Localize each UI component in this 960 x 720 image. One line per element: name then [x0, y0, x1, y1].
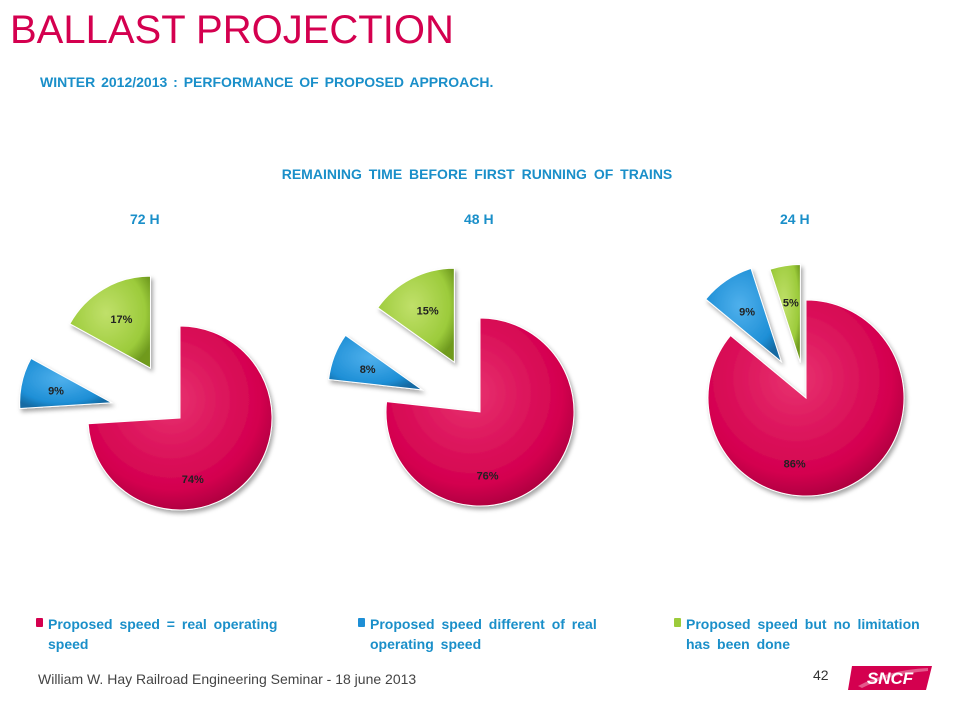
pie-24h-label-blue: 9% [739, 306, 755, 318]
pie-72h-label-blue: 9% [48, 385, 64, 397]
pie-48h-slice-blue [328, 334, 424, 391]
pie-72h-slice-green [69, 275, 151, 369]
pie-label-24h: 24 H [780, 211, 810, 227]
pie-24h-label-green: 5% [783, 297, 799, 309]
pie-24h: 86% 9% 5% [705, 263, 905, 497]
pie-24h-slice-red [707, 299, 905, 497]
legend-swatch-green [674, 618, 681, 627]
pie-72h-slice-red [87, 325, 273, 511]
sncf-logo: SNCF [848, 666, 932, 690]
legend-label-green: Proposed speed but no limitation has bee… [686, 616, 920, 652]
legend-label-red: Proposed speed = real operating speed [48, 616, 278, 652]
pie-72h: 74% 9% 17% [19, 275, 273, 511]
pie-24h-slice-blue [705, 267, 783, 364]
pie-24h-label-red: 86% [784, 459, 806, 471]
pie-48h: 76% 8% 15% [328, 267, 575, 507]
pie-48h-label-green: 15% [417, 305, 439, 317]
legend-label-blue: Proposed speed different of real operati… [370, 616, 597, 652]
pie-label-48h: 48 H [464, 211, 494, 227]
page-number: 42 [813, 667, 829, 683]
slide-title: BALLAST PROJECTION [10, 8, 454, 52]
pie-label-72h: 72 H [130, 211, 160, 227]
footer-text: William W. Hay Railroad Engineering Semi… [38, 671, 417, 687]
pie-72h-label-green: 17% [110, 314, 132, 326]
pie-48h-slice-green [377, 267, 455, 364]
pie-48h-slice-red [385, 317, 575, 507]
pie-72h-slice-blue [19, 357, 114, 410]
legend-swatch-blue [358, 618, 365, 627]
pie-48h-label-red: 76% [477, 470, 499, 482]
logo-text: SNCF [867, 669, 914, 688]
pie-72h-label-red: 74% [182, 474, 204, 486]
legend-swatch-red [36, 618, 43, 627]
pie-24h-slice-green [769, 263, 801, 363]
pie-48h-label-blue: 8% [360, 364, 376, 376]
pie-charts: 74% 9% 17% 76% 8% 15% 86% 9% 5% [19, 263, 905, 511]
chart-title: REMAINING TIME BEFORE FIRST RUNNING OF T… [281, 166, 673, 182]
slide-subtitle: WINTER 2012/2013 : PERFORMANCE OF PROPOS… [40, 74, 494, 90]
